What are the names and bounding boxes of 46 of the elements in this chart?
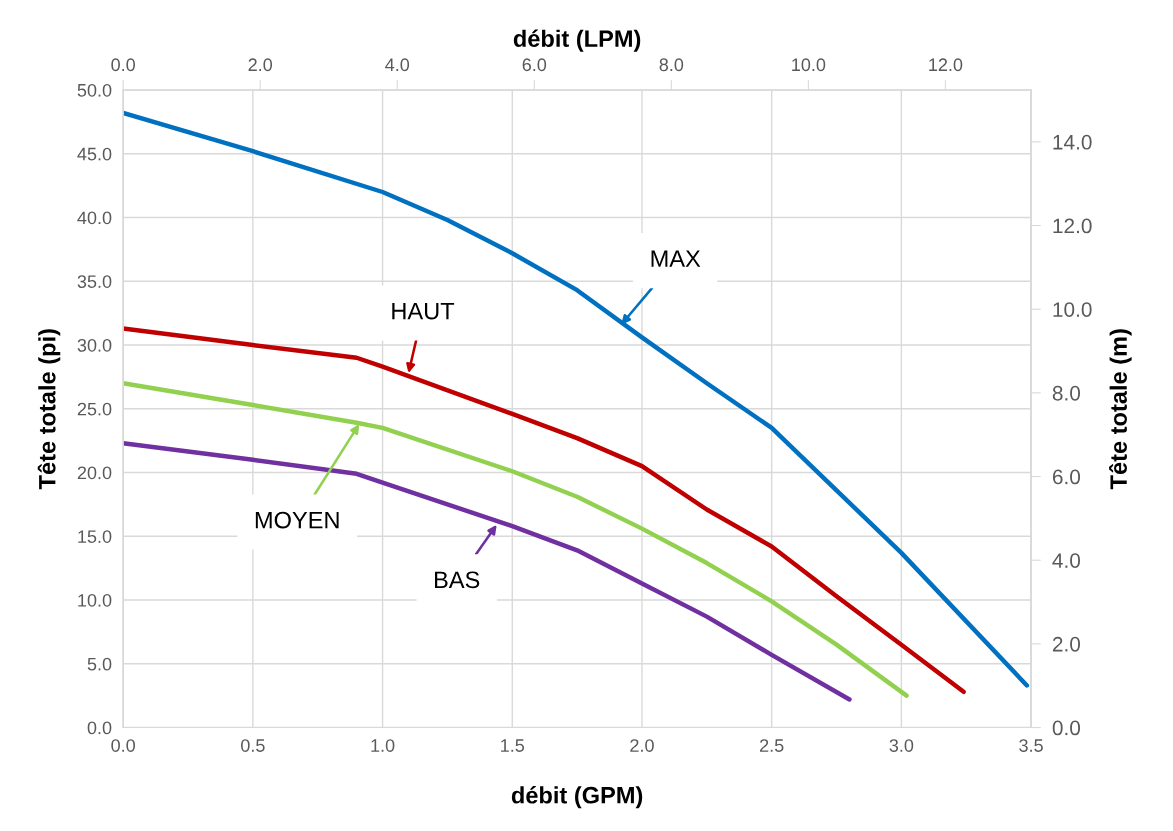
x2-tick-label: 4.0 bbox=[385, 58, 410, 72]
line-series bbox=[123, 440, 852, 702]
y2-tick-label: 4.0 bbox=[1052, 553, 1081, 568]
y-tick-label: 50.0 bbox=[77, 83, 112, 97]
y-tick-label: 20.0 bbox=[77, 466, 112, 480]
y-tick-label: 0.0 bbox=[87, 721, 112, 735]
line-series bbox=[123, 326, 966, 695]
x2-tick-label: 8.0 bbox=[659, 58, 684, 72]
annotation: HAUT bbox=[392, 302, 455, 320]
y-tick-label: 10.0 bbox=[78, 593, 112, 607]
y-tick-label: 30.0 bbox=[77, 338, 112, 352]
y2-tick-label: 6.0 bbox=[1052, 469, 1081, 485]
x-tick-label: 2.5 bbox=[760, 739, 784, 752]
y-tick-label: 45.0 bbox=[77, 147, 112, 161]
y2-tick-label: 12.0 bbox=[1053, 218, 1092, 234]
x-tick-label: 1.0 bbox=[371, 739, 395, 752]
x2-axis-title: débit (LPM) bbox=[513, 29, 641, 52]
x2-tick-label: 6.0 bbox=[522, 58, 547, 72]
annotation: MOYEN bbox=[255, 511, 339, 529]
x-tick-label: 2.0 bbox=[630, 739, 654, 752]
y-tick-label: 35.0 bbox=[77, 275, 112, 288]
y2-tick-label: 0.0 bbox=[1052, 720, 1081, 736]
x-axis-title: débit (GPM) bbox=[511, 786, 643, 809]
x2-tick-label: 2.0 bbox=[248, 58, 273, 72]
y-tick-label: 15.0 bbox=[78, 530, 112, 543]
x2-tick-label: 0.0 bbox=[111, 58, 136, 72]
x-tick-label: 0.5 bbox=[241, 739, 265, 752]
x2-tick-label: 10.0 bbox=[792, 58, 826, 72]
y2-tick-label: 8.0 bbox=[1052, 385, 1081, 401]
x-tick-label: 0.0 bbox=[111, 739, 136, 752]
y-tick-label: 5.0 bbox=[87, 657, 112, 671]
x-tick-label: 1.5 bbox=[501, 739, 525, 752]
x-tick-label: 3.0 bbox=[889, 739, 914, 752]
y-tick-label: 25.0 bbox=[77, 402, 112, 416]
line-series bbox=[123, 110, 1030, 688]
y-axis-title: Tête totale (pi) bbox=[37, 329, 61, 490]
y2-tick-label: 2.0 bbox=[1052, 636, 1081, 652]
x-tick-label: 3.5 bbox=[1019, 739, 1043, 752]
x2-tick-label: 12.0 bbox=[929, 58, 963, 72]
line-series bbox=[123, 381, 909, 698]
y2-axis-title: Tête totale (m) bbox=[1109, 329, 1132, 490]
annotation: MAX bbox=[651, 250, 701, 267]
y-tick-label: 40.0 bbox=[77, 211, 112, 225]
y2-tick-label: 14.0 bbox=[1053, 134, 1092, 150]
y2-tick-label: 10.0 bbox=[1053, 302, 1092, 317]
annotation: BAS bbox=[435, 571, 480, 589]
